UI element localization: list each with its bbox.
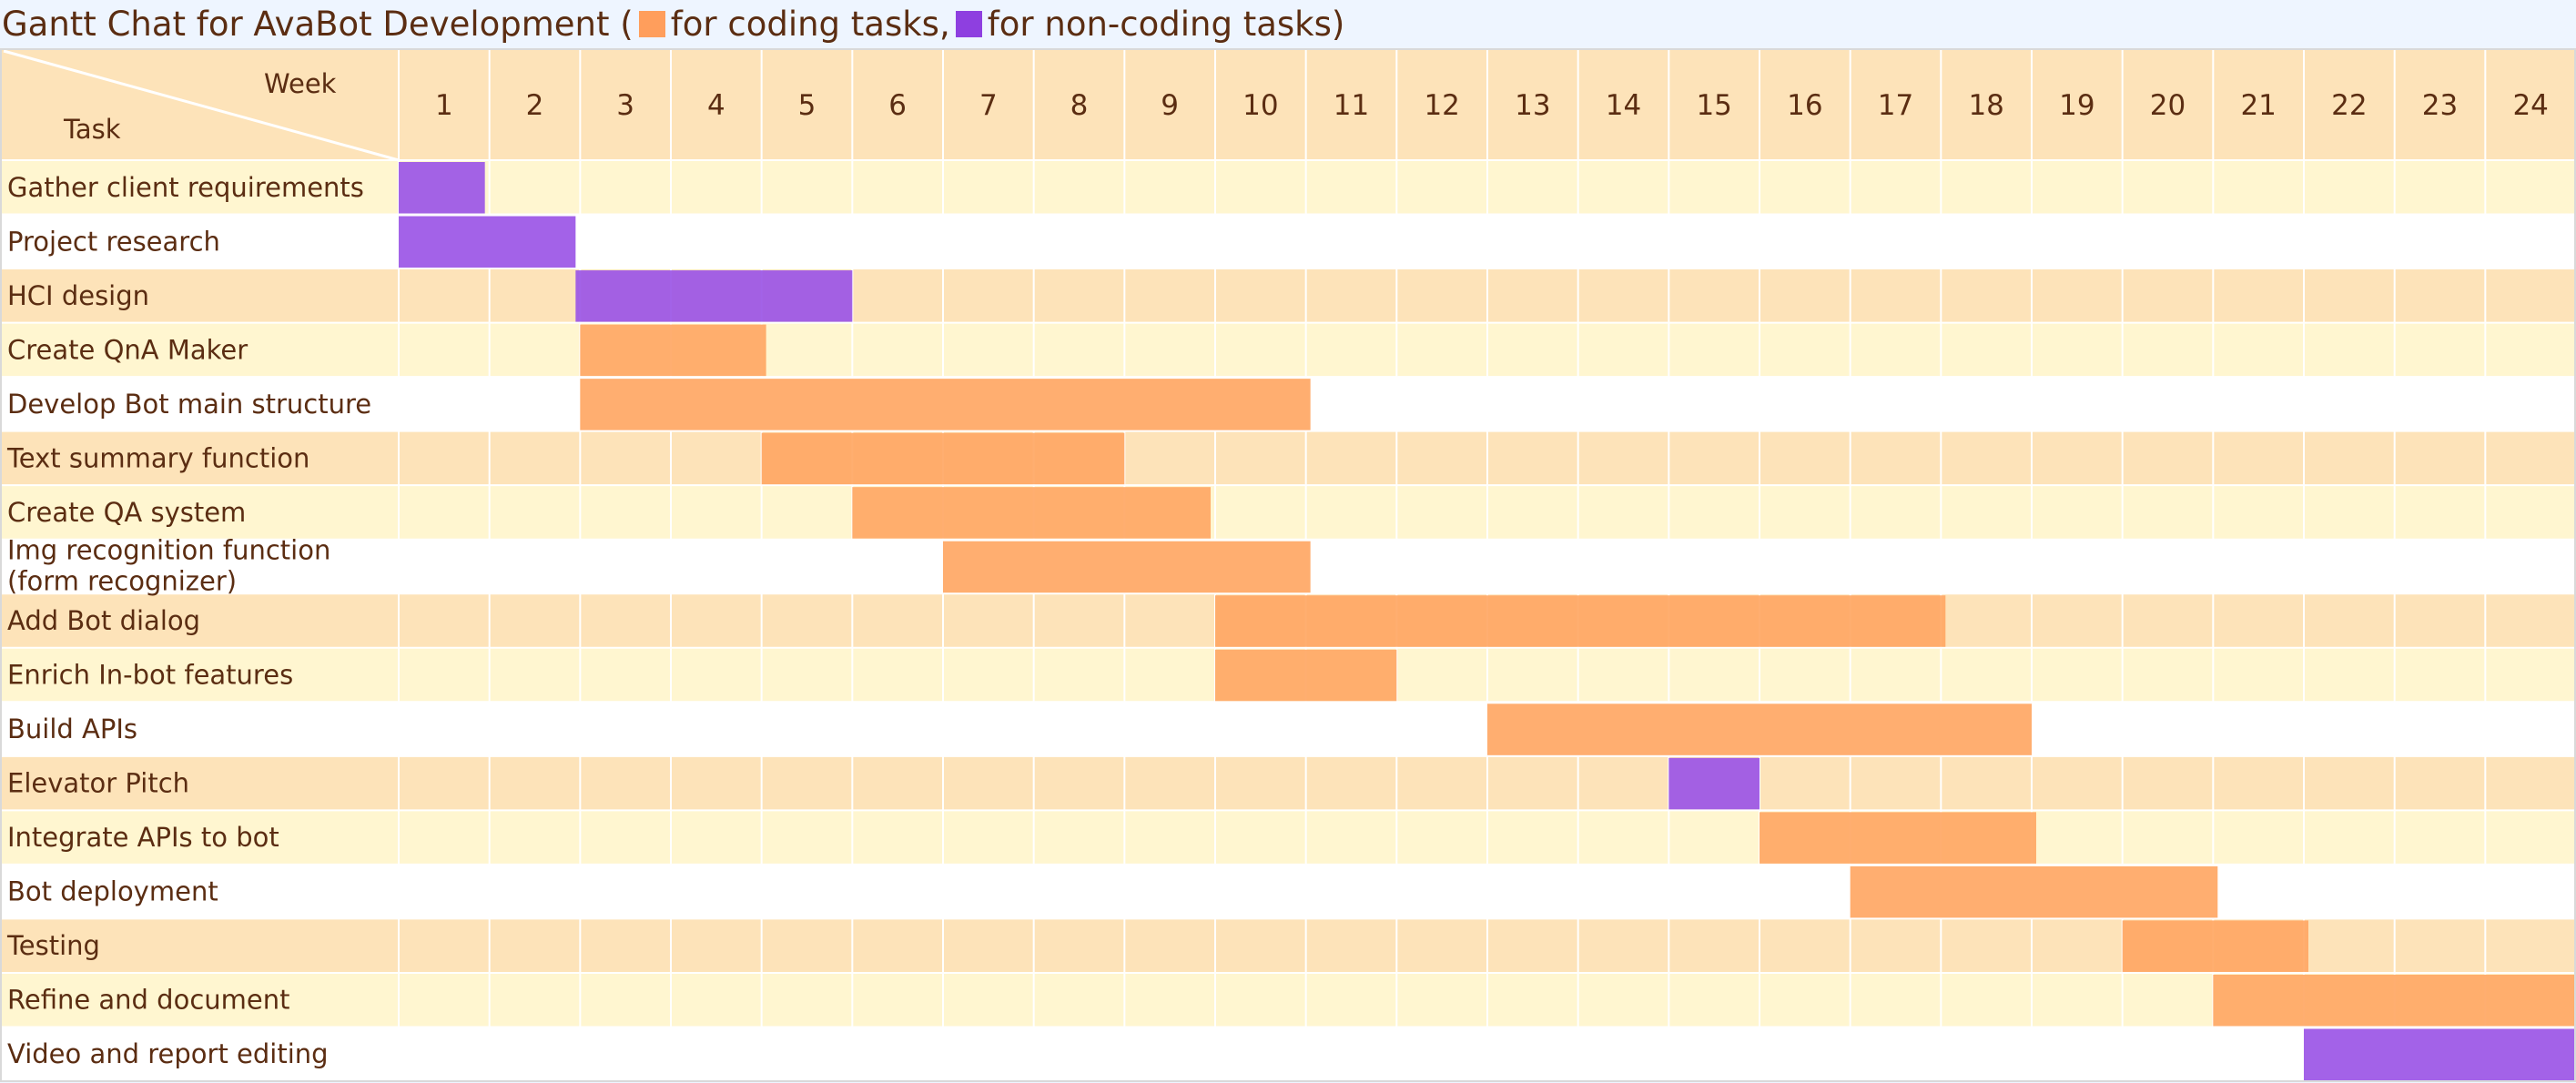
week-label: 4 <box>707 89 725 122</box>
coding-task-bar <box>943 541 1311 593</box>
noncoding-task-bar <box>575 270 853 322</box>
week-label: 9 <box>1161 89 1179 122</box>
row-band <box>0 322 2576 378</box>
chart-title-text: Gantt Chat for AvaBot Development ( <box>2 4 634 44</box>
row-band <box>0 430 2576 486</box>
task-label: Add Bot dialog <box>7 605 200 636</box>
task-label: Img recognition function <box>7 535 330 566</box>
coding-task-bar <box>2213 974 2576 1027</box>
row-band <box>0 972 2576 1027</box>
week-label: 24 <box>2512 89 2548 122</box>
week-label: 12 <box>1424 89 1459 122</box>
week-label: 16 <box>1787 89 1822 122</box>
coding-task-bar <box>580 379 1311 430</box>
week-label: 8 <box>1070 89 1089 122</box>
title-bar: Gantt Chat for AvaBot Development ( for … <box>0 0 2576 47</box>
legend-swatch-noncoding <box>955 10 982 37</box>
row-band <box>0 485 2576 540</box>
week-label: 22 <box>2331 89 2367 122</box>
noncoding-task-bar <box>399 216 576 268</box>
week-label: 21 <box>2240 89 2276 122</box>
row-band <box>0 702 2576 756</box>
row-band <box>0 160 2576 215</box>
legend-noncoding-label: for non-coding tasks) <box>987 4 1345 44</box>
coding-task-bar <box>1487 703 2032 755</box>
coding-task-bar <box>1850 865 2218 918</box>
task-label: Create QnA Maker <box>7 334 248 365</box>
chart-title: Gantt Chat for AvaBot Development ( for … <box>2 0 1344 47</box>
week-label: 2 <box>526 89 544 122</box>
week-label: 7 <box>979 89 998 122</box>
row-band <box>0 755 2576 811</box>
row-band <box>0 214 2576 269</box>
task-label: Project research <box>7 226 220 257</box>
week-label: 1 <box>435 89 453 122</box>
task-label: Build APIs <box>7 714 137 744</box>
task-label: Create QA system <box>7 497 246 528</box>
legend-coding-label: for coding tasks, <box>670 4 950 44</box>
task-label: HCI design <box>7 280 149 311</box>
coding-task-bar <box>1215 595 1946 647</box>
week-label: 3 <box>616 89 634 122</box>
corner-diagonal <box>3 49 400 162</box>
coding-task-bar <box>1760 812 2036 864</box>
week-label: 20 <box>2150 89 2186 122</box>
task-label: (form recognizer) <box>7 566 237 597</box>
task-label: Text summary function <box>6 442 309 473</box>
task-label: Develop Bot main structure <box>7 389 371 420</box>
task-label: Elevator Pitch <box>7 768 189 799</box>
week-label: 15 <box>1696 89 1731 122</box>
corner-week-label: Week <box>264 68 337 99</box>
legend-swatch-coding <box>638 10 665 37</box>
task-label: Video and report editing <box>7 1038 329 1069</box>
coding-task-bar <box>580 324 766 377</box>
noncoding-task-bar <box>1668 757 1760 810</box>
task-label: Bot deployment <box>7 876 218 907</box>
header-row <box>0 49 2576 160</box>
task-label: Enrich In-bot features <box>7 660 293 691</box>
week-label: 11 <box>1334 89 1369 122</box>
week-label: 13 <box>1515 89 1550 122</box>
row-band <box>0 268 2576 323</box>
noncoding-task-bar <box>2304 1028 2576 1080</box>
week-label: 19 <box>2059 89 2094 122</box>
week-label: 23 <box>2422 89 2458 122</box>
week-label: 6 <box>888 89 907 122</box>
week-label: 10 <box>1242 89 1278 122</box>
week-label: 5 <box>798 89 816 122</box>
row-band <box>0 810 2576 865</box>
coding-task-bar <box>852 487 1212 539</box>
coding-task-bar <box>2122 920 2308 972</box>
week-label: 17 <box>1878 89 1913 122</box>
task-label: Refine and document <box>7 985 290 1016</box>
task-label: Testing <box>6 930 100 961</box>
coding-task-bar <box>761 432 1125 485</box>
task-label: Gather client requirements <box>7 172 364 203</box>
noncoding-task-bar <box>399 162 485 214</box>
week-label: 14 <box>1606 89 1641 122</box>
week-label: 18 <box>1968 89 2003 122</box>
chart-border <box>0 48 2576 1082</box>
task-label: Integrate APIs to bot <box>7 822 279 853</box>
corner-task-label: Task <box>63 114 121 145</box>
coding-task-bar <box>1215 649 1397 702</box>
row-band <box>0 1027 2576 1081</box>
